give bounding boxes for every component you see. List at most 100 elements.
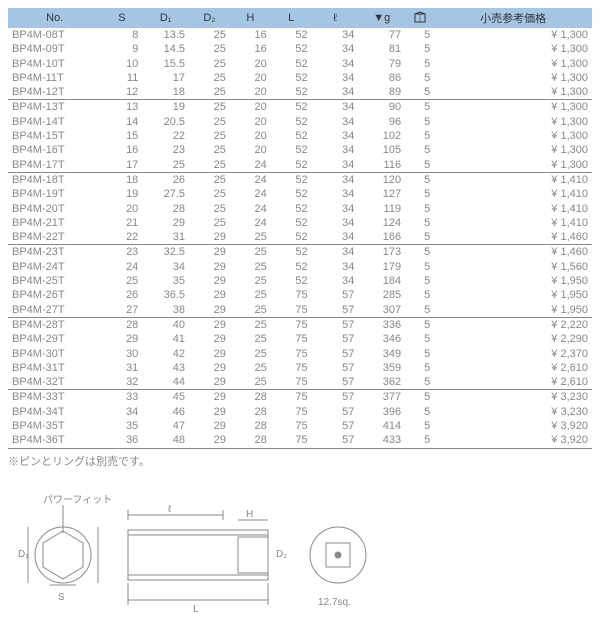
cell-d1: 31 — [142, 230, 189, 245]
cell-ell: 34 — [312, 143, 359, 157]
cell-d1: 20.5 — [142, 115, 189, 129]
cell-price: ¥ 1,300 — [434, 28, 592, 42]
cell-pkg: 5 — [405, 245, 434, 260]
table-row: BP4M-13T131925205234905¥ 1,300 — [8, 100, 592, 115]
cell-g: 116 — [358, 158, 405, 173]
cell-d1: 44 — [142, 375, 189, 390]
cell-price: ¥ 2,610 — [434, 361, 592, 375]
cell-g: 120 — [358, 172, 405, 187]
cell-s: 8 — [101, 28, 142, 42]
cell-g: 124 — [358, 216, 405, 230]
table-row: BP4M-32T3244292575573625¥ 2,610 — [8, 375, 592, 390]
cell-d2: 29 — [189, 390, 230, 405]
cell-s: 23 — [101, 245, 142, 260]
cell-g: 105 — [358, 143, 405, 157]
cell-s: 28 — [101, 317, 142, 332]
cell-no: BP4M-08T — [8, 28, 101, 42]
cell-s: 30 — [101, 347, 142, 361]
table-row: BP4M-18T1826252452341205¥ 1,410 — [8, 172, 592, 187]
cell-price: ¥ 1,300 — [434, 100, 592, 115]
cell-d1: 40 — [142, 317, 189, 332]
cell-h: 25 — [230, 230, 271, 245]
cell-d1: 15.5 — [142, 57, 189, 71]
cell-ell: 57 — [312, 332, 359, 346]
table-row: BP4M-20T2028252452341195¥ 1,410 — [8, 202, 592, 216]
cell-s: 15 — [101, 129, 142, 143]
label-d2: D₂ — [276, 549, 287, 560]
cell-l: 52 — [271, 202, 312, 216]
cell-no: BP4M-09T — [8, 42, 101, 56]
cell-h: 25 — [230, 303, 271, 318]
table-row: BP4M-08T813.525165234775¥ 1,300 — [8, 28, 592, 42]
cell-d1: 28 — [142, 202, 189, 216]
cell-d2: 29 — [189, 405, 230, 419]
table-row: BP4M-21T2129252452341245¥ 1,410 — [8, 216, 592, 230]
cell-ell: 34 — [312, 274, 359, 288]
cell-price: ¥ 1,410 — [434, 172, 592, 187]
cell-l: 52 — [271, 143, 312, 157]
cell-price: ¥ 1,300 — [434, 115, 592, 129]
cell-g: 285 — [358, 288, 405, 302]
cell-d1: 43 — [142, 361, 189, 375]
table-row: BP4M-29T2941292575573465¥ 2,290 — [8, 332, 592, 346]
cell-no: BP4M-23T — [8, 245, 101, 260]
cell-l: 52 — [271, 42, 312, 56]
cell-h: 24 — [230, 216, 271, 230]
table-row: BP4M-31T3143292575573595¥ 2,610 — [8, 361, 592, 375]
cell-g: 179 — [358, 260, 405, 274]
label-d1: D₁ — [18, 549, 29, 560]
cell-pkg: 5 — [405, 433, 434, 448]
cell-h: 24 — [230, 158, 271, 173]
cell-ell: 34 — [312, 187, 359, 201]
cell-d1: 13.5 — [142, 28, 189, 42]
cell-no: BP4M-35T — [8, 419, 101, 433]
cell-h: 28 — [230, 433, 271, 448]
cell-g: 96 — [358, 115, 405, 129]
cell-ell: 34 — [312, 129, 359, 143]
cell-ell: 34 — [312, 172, 359, 187]
cell-pkg: 5 — [405, 419, 434, 433]
cell-h: 28 — [230, 390, 271, 405]
cell-h: 16 — [230, 28, 271, 42]
cell-pkg: 5 — [405, 303, 434, 318]
cell-d1: 48 — [142, 433, 189, 448]
table-row: BP4M-10T1015.525205234795¥ 1,300 — [8, 57, 592, 71]
cell-d2: 25 — [189, 42, 230, 56]
cell-ell: 34 — [312, 57, 359, 71]
cell-no: BP4M-13T — [8, 100, 101, 115]
cell-d1: 29 — [142, 216, 189, 230]
cell-no: BP4M-25T — [8, 274, 101, 288]
cell-d2: 25 — [189, 85, 230, 100]
cell-l: 52 — [271, 115, 312, 129]
cell-d2: 29 — [189, 361, 230, 375]
cell-no: BP4M-33T — [8, 390, 101, 405]
cell-s: 22 — [101, 230, 142, 245]
table-row: BP4M-25T2535292552341845¥ 1,950 — [8, 274, 592, 288]
cell-ell: 34 — [312, 202, 359, 216]
cell-s: 19 — [101, 187, 142, 201]
cell-d1: 35 — [142, 274, 189, 288]
cell-no: BP4M-14T — [8, 115, 101, 129]
cell-ell: 57 — [312, 433, 359, 448]
cell-ell: 57 — [312, 303, 359, 318]
table-row: BP4M-33T3345292875573775¥ 3,230 — [8, 390, 592, 405]
cell-pkg: 5 — [405, 274, 434, 288]
cell-d1: 17 — [142, 71, 189, 85]
table-row: BP4M-28T2840292575573365¥ 2,220 — [8, 317, 592, 332]
cell-l: 75 — [271, 390, 312, 405]
cell-l: 75 — [271, 317, 312, 332]
label-powerfit: パワーフィット — [43, 494, 112, 506]
cell-g: 346 — [358, 332, 405, 346]
cell-h: 20 — [230, 100, 271, 115]
cell-d2: 29 — [189, 419, 230, 433]
cell-s: 33 — [101, 390, 142, 405]
cell-l: 52 — [271, 245, 312, 260]
cell-ell: 34 — [312, 42, 359, 56]
cell-h: 28 — [230, 405, 271, 419]
cell-l: 75 — [271, 419, 312, 433]
cell-d2: 25 — [189, 28, 230, 42]
cell-no: BP4M-10T — [8, 57, 101, 71]
cell-d1: 46 — [142, 405, 189, 419]
cell-price: ¥ 3,920 — [434, 419, 592, 433]
cell-ell: 57 — [312, 361, 359, 375]
